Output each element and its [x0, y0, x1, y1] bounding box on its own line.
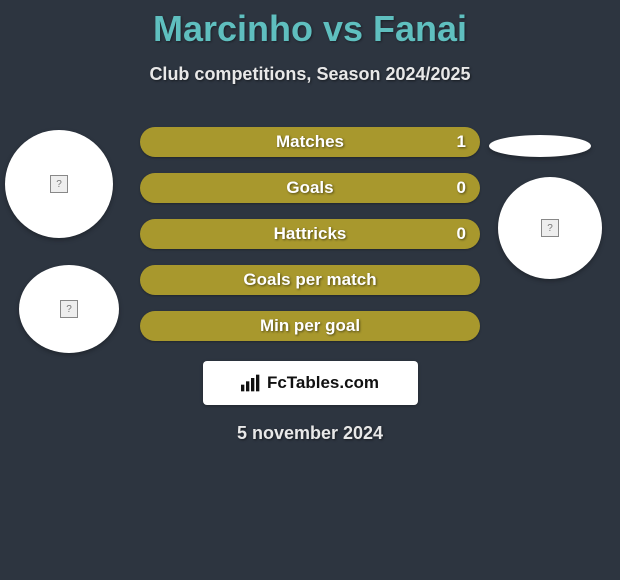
stat-label: Min per goal: [260, 316, 360, 336]
missing-image-icon: ?: [541, 219, 559, 237]
stat-label: Matches: [276, 132, 344, 152]
missing-image-icon: ?: [60, 300, 78, 318]
bar-chart-icon: [241, 374, 261, 392]
stat-bar-hattricks: Hattricks 0: [140, 219, 480, 249]
stat-bar-goals-per-match: Goals per match: [140, 265, 480, 295]
avatar-left-1: ?: [5, 130, 113, 238]
date-text: 5 november 2024: [0, 423, 620, 444]
avatar-left-2: ?: [19, 265, 119, 353]
missing-image-icon: ?: [50, 175, 68, 193]
stat-value: 0: [457, 224, 466, 244]
ellipse-shape: [489, 135, 591, 157]
stat-label: Goals: [286, 178, 333, 198]
branding-badge: FcTables.com: [203, 361, 418, 405]
stat-bar-goals: Goals 0: [140, 173, 480, 203]
stat-bar-min-per-goal: Min per goal: [140, 311, 480, 341]
subtitle: Club competitions, Season 2024/2025: [0, 64, 620, 85]
stat-label: Hattricks: [274, 224, 347, 244]
page-title: Marcinho vs Fanai: [0, 8, 620, 50]
stat-bar-matches: Matches 1: [140, 127, 480, 157]
stat-value: 0: [457, 178, 466, 198]
avatar-right: ?: [498, 177, 602, 279]
stat-value: 1: [457, 132, 466, 152]
stat-label: Goals per match: [243, 270, 376, 290]
branding-text: FcTables.com: [267, 373, 379, 393]
